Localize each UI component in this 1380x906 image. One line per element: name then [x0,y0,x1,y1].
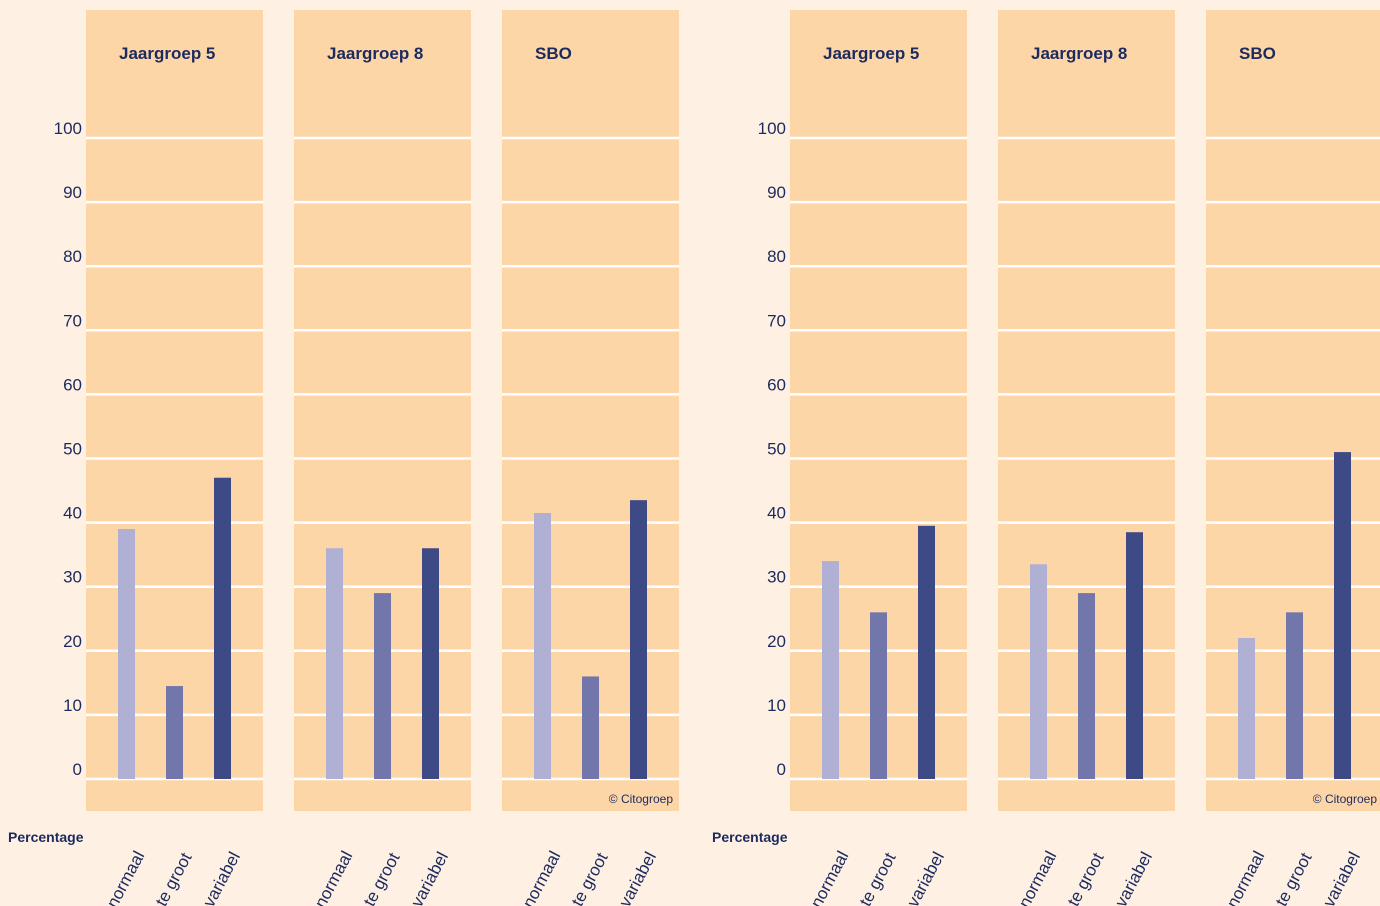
panel-title: Jaargroep 5 [823,44,919,63]
category-label: te groot [1272,849,1316,906]
y-tick-label: 90 [767,183,786,202]
category-label: te groot [152,849,196,906]
category-label: normaal [519,848,565,906]
bar-normaal [326,548,343,779]
panel-title: Jaargroep 8 [1031,44,1127,63]
bar-te-groot [1078,593,1095,779]
category-label: te groot [1064,849,1108,906]
panel-title: SBO [535,44,572,63]
panel-background [86,10,263,811]
y-tick-label: 10 [767,696,786,715]
y-tick-label: 0 [777,760,786,779]
category-label: normaal [1015,848,1061,906]
panel-title: Jaargroep 5 [119,44,215,63]
y-tick-label: 0 [73,760,82,779]
category-label: variabel [615,849,660,906]
y-tick-label: 70 [63,311,82,330]
category-label: variabel [903,849,948,906]
y-tick-label: 50 [767,440,786,459]
category-label: variabel [407,849,452,906]
y-tick-label: 40 [63,504,82,523]
bar-variabel [918,525,935,779]
bar-normaal [1030,564,1047,779]
y-tick-label: 10 [63,696,82,715]
bar-normaal [1238,637,1255,779]
bar-variabel [214,477,231,779]
y-tick-label: 90 [63,183,82,202]
copyright-text: © Citogroep [1313,792,1378,806]
category-label: variabel [1319,849,1364,906]
category-label: normaal [1223,848,1269,906]
bar-variabel [1126,532,1143,779]
category-label: normaal [311,848,357,906]
category-label: variabel [1111,849,1156,906]
y-tick-label: 30 [767,568,786,587]
y-tick-label: 100 [54,119,82,138]
copyright-text: © Citogroep [609,792,674,806]
y-tick-label: 70 [767,311,786,330]
bar-te-groot [1286,612,1303,779]
y-tick-label: 80 [767,247,786,266]
bar-normaal [118,529,135,779]
y-tick-label: 60 [767,375,786,394]
category-label: te groot [568,849,612,906]
bar-te-groot [374,593,391,779]
bar-variabel [422,548,439,779]
bar-variabel [630,500,647,779]
bar-normaal [822,561,839,779]
y-tick-label: 20 [767,632,786,651]
y-tick-label: 50 [63,440,82,459]
category-label: variabel [199,849,244,906]
y-tick-label: 100 [758,119,786,138]
y-tick-label: 20 [63,632,82,651]
bar-normaal [534,512,551,779]
bar-te-groot [870,612,887,779]
y-tick-label: 30 [63,568,82,587]
bar-te-groot [166,686,183,779]
category-label: te groot [360,849,404,906]
bar-variabel [1334,452,1351,779]
panel-title: SBO [1239,44,1276,63]
category-label: normaal [807,848,853,906]
y-axis-label: Percentage [712,829,788,845]
y-tick-label: 60 [63,375,82,394]
y-tick-label: 40 [767,504,786,523]
y-tick-label: 80 [63,247,82,266]
panel-title: Jaargroep 8 [327,44,423,63]
category-label: te groot [856,849,900,906]
y-axis-label: Percentage [8,829,84,845]
category-label: normaal [103,848,149,906]
bar-te-groot [582,676,599,779]
